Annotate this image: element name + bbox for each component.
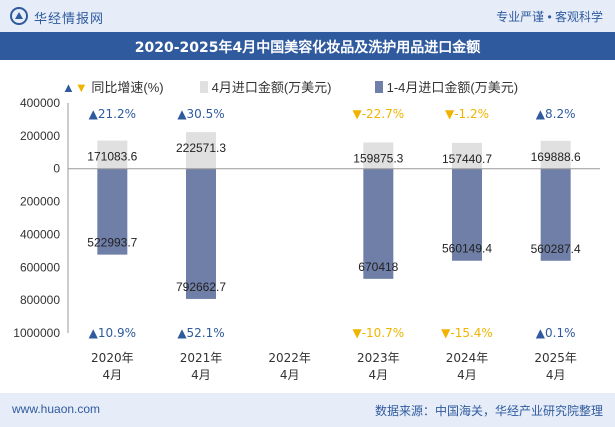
x-tick-label-year: 2022年	[268, 351, 311, 365]
x-tick-label-month: 4月	[280, 368, 300, 382]
brand-tagline: 专业严谨 • 客观科学	[496, 10, 603, 24]
legend-up-triangle-icon: ▲	[62, 80, 75, 95]
legend-yoy: ▲▼ 同比增速(%)	[62, 77, 164, 96]
x-tick-label-year: 2021年	[180, 351, 223, 365]
yoy-month-label: ▲30.5%	[177, 107, 224, 121]
bar-cumulative-import	[97, 168, 128, 255]
data-label-month: 171083.6	[87, 150, 137, 164]
bar-cumulative-import	[452, 168, 482, 261]
yoy-month-label: ▲8.2%	[536, 107, 576, 121]
x-tick-label-month: 4月	[457, 368, 477, 382]
x-tick-label-month: 4月	[103, 368, 123, 382]
bar-cumulative-import	[363, 168, 394, 279]
bar-month-import	[452, 142, 482, 169]
y-tick-label: 400000	[20, 227, 60, 241]
data-label-month: 159875.3	[353, 151, 403, 165]
y-tick-label: 200000	[20, 129, 60, 143]
yoy-cumulative-label: ▲10.9%	[89, 326, 136, 340]
y-tick-label: 800000	[20, 293, 60, 307]
data-label-cumulative: 560287.4	[531, 242, 581, 256]
footer-source: 数据来源：中国海关，华经产业研究院整理	[374, 404, 603, 418]
header-band: 华经情报网 专业严谨 • 客观科学	[0, 0, 615, 32]
brand-name: 华经情报网	[34, 11, 105, 26]
legend-cumulative-label: 1-4月进口金额(万美元)	[386, 80, 519, 95]
data-label-cumulative: 792662.7	[176, 280, 226, 294]
x-tick-label-year: 2023年	[357, 351, 400, 365]
x-tick-label-year: 2024年	[446, 351, 489, 365]
data-label-month: 222571.3	[176, 141, 226, 155]
legend-cumulative: 1-4月进口金额(万美元)	[375, 77, 518, 96]
data-label-cumulative: 670418	[358, 260, 398, 274]
x-tick-label-month: 4月	[546, 368, 566, 382]
y-tick-label: 200000	[20, 195, 60, 209]
bar-month-import	[186, 132, 216, 169]
footer-band: www.huaon.com 数据来源：中国海关，华经产业研究院整理	[0, 393, 615, 427]
data-label-month: 157440.7	[442, 152, 492, 166]
x-tick-label-month: 4月	[369, 368, 389, 382]
y-tick-label: 400000	[20, 96, 60, 110]
yoy-cumulative-label: ▼-10.7%	[352, 326, 404, 340]
y-tick-label: 1000000	[13, 326, 60, 340]
legend-month-label: 4月进口金额(万美元)	[211, 80, 332, 95]
y-tick-label: 600000	[20, 260, 60, 274]
legend-month: 4月进口金额(万美元)	[200, 77, 332, 96]
yoy-cumulative-label: ▲52.1%	[177, 326, 224, 340]
yoy-month-label: ▲21.2%	[89, 107, 136, 121]
yoy-cumulative-label: ▲0.1%	[536, 326, 576, 340]
x-tick-label-year: 2025年	[534, 351, 577, 365]
bar-cumulative-import	[540, 168, 571, 261]
y-tick-label: 0	[53, 162, 60, 176]
huajing-logo-icon	[10, 7, 28, 25]
legend-down-triangle-icon: ▼	[74, 80, 88, 95]
x-tick-label-month: 4月	[191, 368, 211, 382]
bar-cumulative-import	[186, 168, 216, 299]
legend-month-swatch	[200, 81, 208, 93]
footer-website: www.huaon.com	[12, 402, 101, 416]
yoy-cumulative-label: ▼-15.4%	[441, 326, 493, 340]
data-label-month: 169888.6	[531, 150, 581, 164]
yoy-month-label: ▼-22.7%	[352, 107, 404, 121]
data-label-cumulative: 522993.7	[87, 236, 137, 250]
x-tick-label-year: 2020年	[91, 351, 134, 365]
title-band: 2020-2025年4月中国美容化妆品及洗护用品进口金额	[0, 32, 615, 60]
bar-month-import	[363, 142, 394, 169]
bar-chart: 400000 200000 0 200000 400000 600000 800000 100…	[13, 96, 600, 382]
yoy-month-label: ▼-1.2%	[445, 107, 489, 121]
bar-month-import	[97, 140, 128, 169]
bar-month-import	[540, 140, 571, 169]
legend-cumulative-swatch	[375, 81, 383, 93]
legend-yoy-label: 同比增速(%)	[91, 80, 164, 95]
chart-title: 2020-2025年4月中国美容化妆品及洗护用品进口金额	[134, 40, 481, 56]
data-label-cumulative: 560149.4	[442, 242, 492, 256]
